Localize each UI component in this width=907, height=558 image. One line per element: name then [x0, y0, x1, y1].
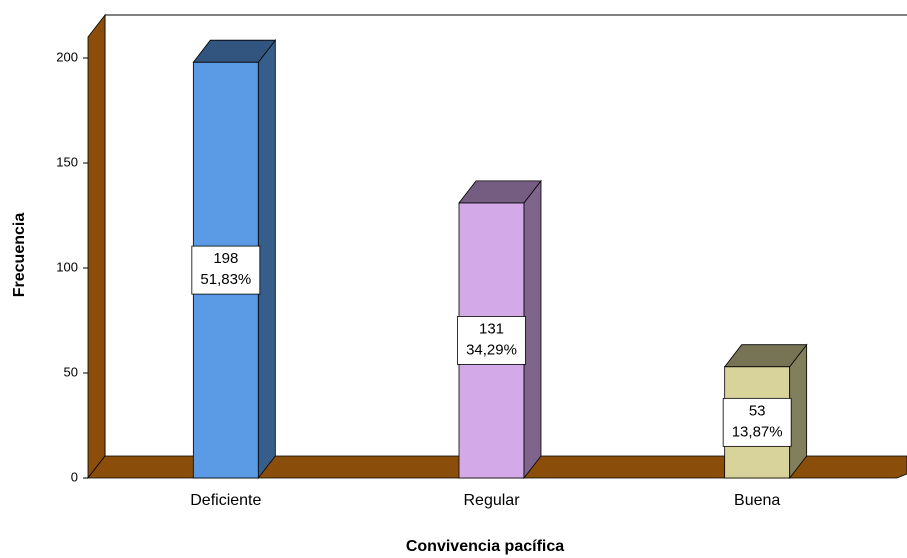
x-axis-title: Convivencia pacífica [406, 538, 564, 555]
percent-label: 13,87% [732, 423, 783, 440]
bar-top [458, 180, 542, 204]
bar-top [723, 344, 808, 368]
label-box [457, 316, 526, 365]
y-tick-label: 50 [64, 364, 78, 379]
x-tick-label: Buena [734, 492, 780, 509]
y-tick-label: 100 [56, 259, 78, 274]
value-label: 198 [213, 250, 238, 267]
bar-top [192, 39, 277, 63]
label-box [722, 397, 792, 447]
y-tick-label: 0 [71, 469, 78, 484]
value-label: 53 [749, 402, 766, 419]
y-tick-label: 150 [56, 154, 78, 169]
x-tick-label: Regular [463, 492, 520, 509]
x-tick-label: Deficiente [190, 492, 261, 509]
bar-side [257, 39, 276, 480]
percent-label: 51,83% [200, 271, 251, 288]
value-label: 131 [479, 320, 504, 337]
percent-label: 34,29% [466, 341, 517, 358]
left-wall [87, 13, 106, 480]
y-axis-title: Frecuencia [11, 213, 28, 298]
y-tick-label: 200 [56, 49, 78, 64]
label-box [191, 245, 261, 295]
bar-side [523, 179, 542, 480]
bar-side [789, 343, 808, 480]
